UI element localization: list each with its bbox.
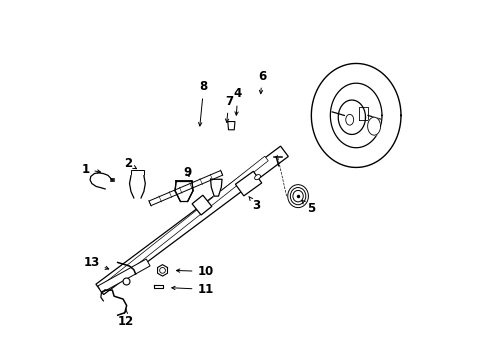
Polygon shape [330,83,382,148]
Polygon shape [149,171,222,206]
Polygon shape [211,179,222,196]
Text: 6: 6 [258,69,267,94]
Polygon shape [192,195,212,215]
Text: 9: 9 [183,166,192,179]
Polygon shape [158,265,168,276]
Text: 7: 7 [225,95,233,122]
Text: 1: 1 [81,163,100,176]
Polygon shape [131,170,144,176]
Ellipse shape [288,185,308,208]
Polygon shape [101,156,269,290]
Text: 12: 12 [118,310,134,328]
Polygon shape [98,259,150,293]
Text: 2: 2 [124,157,137,170]
Polygon shape [368,117,381,135]
Polygon shape [228,122,235,130]
Ellipse shape [255,175,261,180]
Ellipse shape [291,188,306,205]
Polygon shape [175,181,193,202]
Ellipse shape [346,114,354,125]
Polygon shape [338,100,366,134]
Text: 11: 11 [172,283,214,296]
Polygon shape [153,285,163,288]
Polygon shape [96,146,288,294]
Text: 5: 5 [302,201,316,215]
Text: 4: 4 [234,87,242,115]
Polygon shape [235,171,262,196]
Circle shape [160,267,166,273]
Polygon shape [129,176,146,198]
Text: 13: 13 [83,256,109,269]
Text: 3: 3 [249,197,260,212]
Ellipse shape [293,190,303,202]
Polygon shape [311,63,401,167]
Text: 8: 8 [198,80,208,126]
Text: 10: 10 [176,265,214,278]
